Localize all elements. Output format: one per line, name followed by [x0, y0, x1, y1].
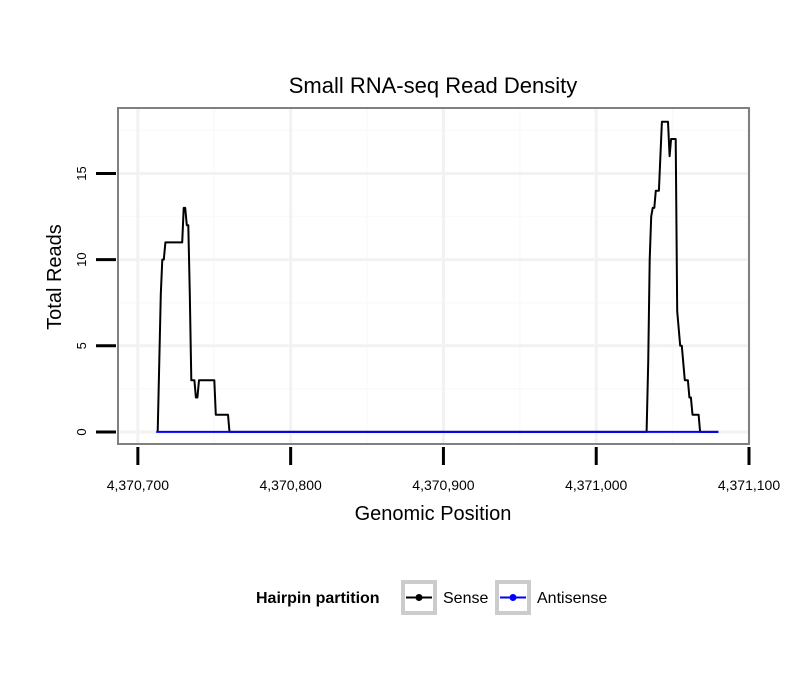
- legend-title: Hairpin partition: [256, 590, 380, 607]
- y-axis-label: Total Reads: [44, 224, 66, 330]
- legend-point-antisense: [509, 594, 517, 601]
- y-tick-label: 5: [74, 342, 89, 349]
- x-tick-label: 4,370,800: [259, 477, 321, 493]
- x-axis-label: Genomic Position: [355, 503, 512, 525]
- series-line-sense: [156, 120, 719, 433]
- plot-panel: [118, 108, 749, 444]
- plot-panel-border: [117, 107, 750, 445]
- legend-item-sense: Sense: [401, 580, 488, 615]
- x-tick-label: 4,370,700: [107, 477, 169, 493]
- legend-item-antisense: Antisense: [495, 580, 607, 615]
- y-axis: 0 5 10 15: [74, 166, 116, 436]
- y-tick-label: 10: [74, 252, 89, 266]
- legend: Hairpin partition Sense Antisense: [256, 580, 607, 615]
- x-axis: 4,370,700 4,370,800 4,370,900 4,371,000 4,37…: [107, 447, 780, 493]
- legend-label-antisense: Antisense: [537, 590, 607, 607]
- legend-point-sense: [415, 594, 423, 601]
- y-tick-label: 0: [74, 428, 89, 435]
- chart-title: Small RNA-seq Read Density: [289, 73, 578, 98]
- x-tick-label: 4,370,900: [412, 477, 474, 493]
- x-tick-label: 4,371,000: [565, 477, 627, 493]
- y-tick-label: 15: [74, 166, 89, 180]
- x-tick-label: 4,371,100: [718, 477, 780, 493]
- data-series: [156, 120, 719, 433]
- minor-gridlines: [118, 108, 749, 444]
- legend-label-sense: Sense: [443, 590, 488, 607]
